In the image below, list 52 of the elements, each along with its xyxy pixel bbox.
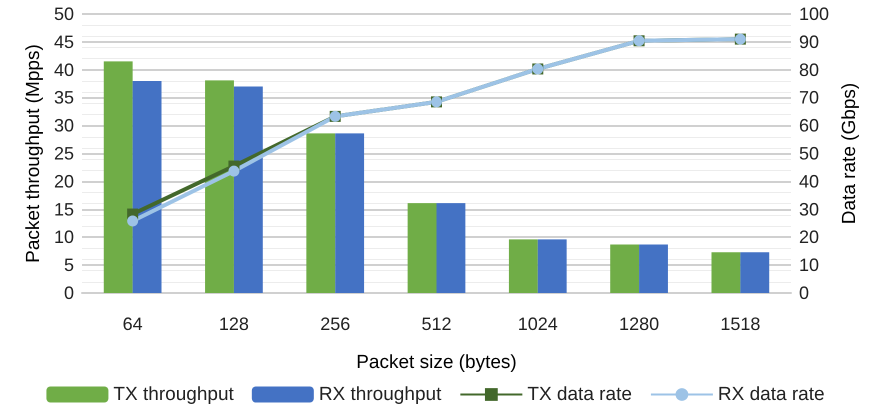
bar [408,203,436,293]
y2-tick-label: 30 [799,199,820,220]
legend-label: RX throughput [318,384,442,405]
x-tick-label: 128 [218,314,249,334]
bar [508,239,538,293]
x-tick-label: 1518 [720,314,760,334]
y-tick-label: 30 [54,116,74,136]
x-tick-label: 512 [421,314,452,334]
y-tick-label: 15 [54,199,74,220]
legend-label: TX data rate [527,384,632,405]
legend-label: RX data rate [718,384,825,405]
y-tick-label: 10 [54,227,74,248]
point [127,216,138,227]
bar [234,86,263,293]
y-tick-label: 0 [64,283,74,303]
y-tick-label: 20 [54,171,74,192]
y-axis-title: Packet throughput (Mpps) [23,44,44,263]
bar [639,244,668,293]
y2-tick-label: 100 [799,4,830,24]
x-tick-label: 1280 [619,314,660,334]
y-tick-label: 40 [54,60,74,80]
bar [538,239,567,293]
point [228,166,240,177]
bar [335,133,364,293]
y2-tick-label: 70 [799,88,820,108]
bar [132,80,162,293]
legend-label: TX throughput [113,384,235,405]
y2-axis-title: Data rate (Gbps) [838,82,860,224]
y2-tick-label: 20 [799,227,820,248]
bar [436,203,466,293]
x-tick-label: 256 [320,314,350,334]
bar [711,252,740,293]
y2-tick-label: 0 [799,283,810,303]
bar [205,80,234,293]
y-tick-label: 35 [54,88,74,108]
y2-tick-label: 90 [799,32,820,52]
x-axis-title: Packet size (bytes) [356,352,517,373]
y-tick-label: 45 [54,32,74,52]
y2-tick-label: 60 [799,116,820,136]
bar [104,61,133,293]
y2-tick-label: 50 [799,144,820,164]
y-tick-label: 50 [54,4,74,24]
y-tick-label: 25 [54,144,74,164]
bar [610,244,640,293]
x-tick-label: 1024 [518,314,558,334]
y-tick-label: 5 [64,255,74,276]
y2-tick-label: 80 [799,60,820,80]
y2-tick-label: 40 [799,171,820,192]
x-tick-label: 64 [122,314,143,334]
y2-tick-label: 10 [799,255,820,276]
bar [306,133,336,293]
bar [740,252,770,293]
